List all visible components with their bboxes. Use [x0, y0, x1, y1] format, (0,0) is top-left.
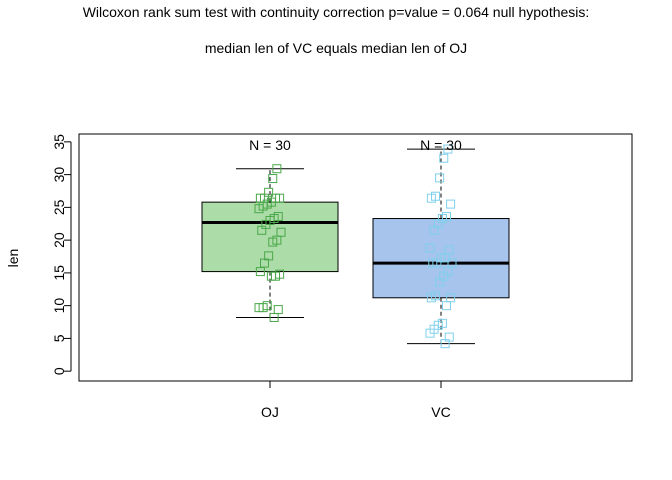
data-point [447, 258, 457, 268]
x-tick-label: VC [431, 404, 450, 420]
data-point [273, 212, 283, 222]
y-axis: 0 5 10 15 20 25 30 35 [51, 134, 72, 375]
data-point [444, 245, 454, 255]
n-label: N = 30 [249, 137, 291, 153]
y-tick-label: 0 [51, 367, 67, 375]
data-point [431, 291, 440, 301]
chart-title-line-2: median len of VC equals median len of OJ [205, 40, 467, 56]
data-point [268, 174, 278, 184]
data-point [255, 267, 265, 277]
data-point [275, 193, 285, 203]
data-point [439, 153, 449, 163]
y-tick-label: 5 [51, 334, 67, 342]
data-point [275, 269, 285, 279]
x-axis: OJ VC [261, 380, 451, 420]
box-groups: N = 30 N = 30 [201, 137, 510, 349]
data-point [276, 227, 286, 237]
y-tick-label: 20 [51, 232, 67, 248]
iqr-box [201, 201, 339, 273]
data-point [442, 212, 451, 222]
y-tick-label: 10 [51, 298, 67, 314]
y-tick-label: 15 [51, 265, 67, 281]
box-group-oj: N = 30 [201, 137, 339, 322]
y-tick-label: 35 [51, 134, 67, 150]
data-point [446, 199, 456, 209]
data-point [442, 301, 451, 311]
box-group-vc: N = 30 [372, 137, 510, 349]
data-point [272, 164, 282, 174]
data-point [262, 301, 272, 311]
data-point [444, 332, 454, 342]
plot-frame [78, 133, 633, 382]
chart-title-line-1: Wilcoxon rank sum test with continuity c… [83, 4, 590, 20]
x-tick-label: OJ [261, 404, 279, 420]
data-point [425, 243, 435, 253]
data-point [264, 187, 274, 197]
data-point [273, 305, 283, 315]
data-point [446, 293, 456, 303]
data-point [435, 173, 445, 183]
y-tick-label: 30 [51, 167, 67, 183]
y-tick-label: 25 [51, 199, 67, 215]
data-point [264, 251, 274, 261]
data-point [437, 318, 447, 328]
data-point [443, 267, 453, 277]
y-axis-label: len [5, 249, 21, 268]
data-point [431, 191, 440, 201]
n-label: N = 30 [420, 137, 462, 153]
data-point [443, 144, 453, 154]
